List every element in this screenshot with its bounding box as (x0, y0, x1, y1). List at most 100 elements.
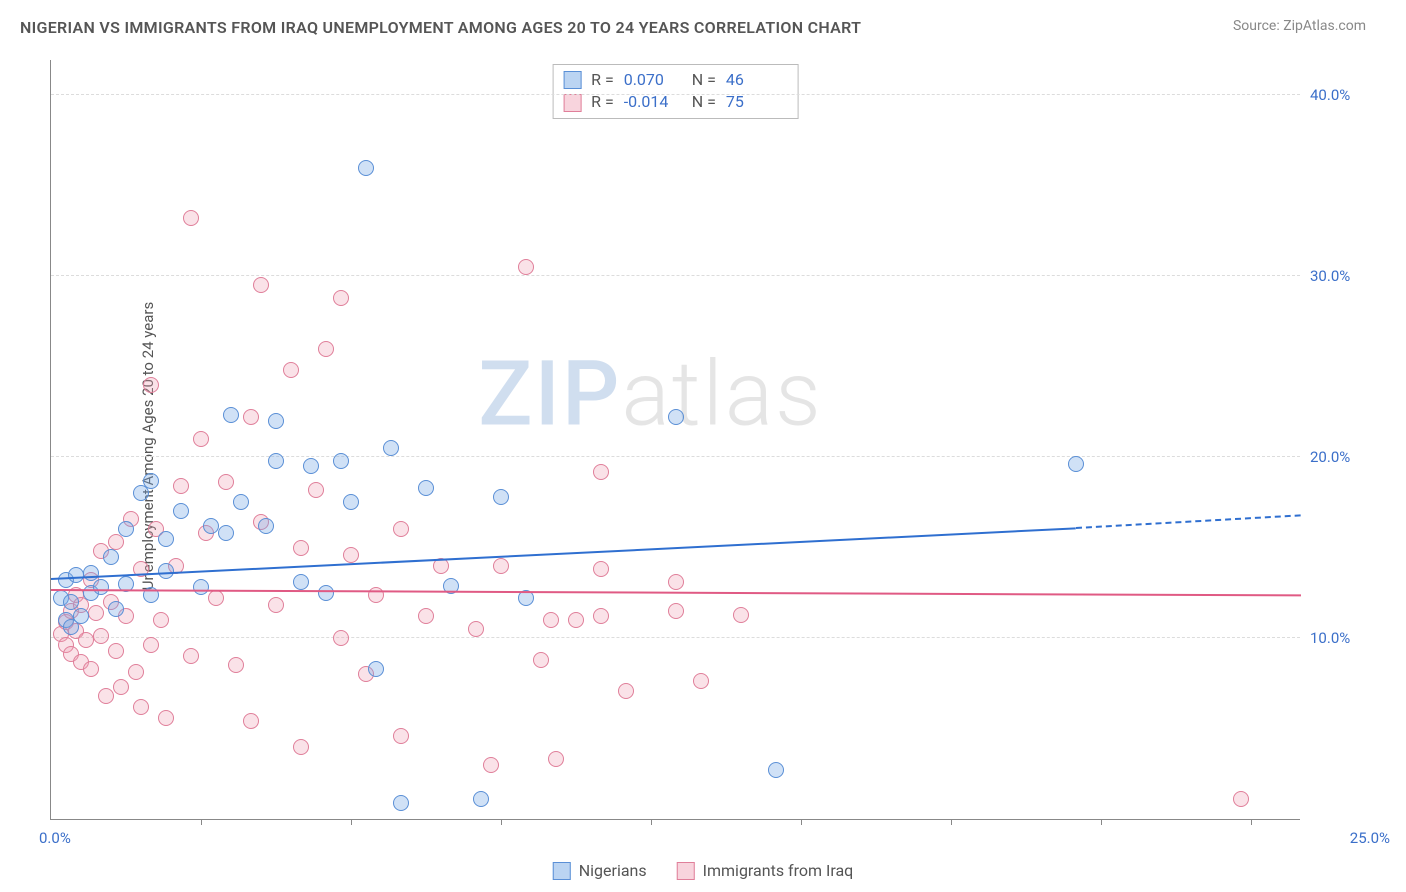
legend-item-series-b: Immigrants from Iraq (677, 861, 854, 880)
x-tick (651, 819, 652, 825)
data-point (223, 407, 239, 423)
data-point (83, 661, 99, 677)
data-point (183, 210, 199, 226)
data-point (493, 489, 509, 505)
data-point (418, 480, 434, 496)
correlation-stats-box: R = 0.070 N = 46 R = -0.014 N = 75 (552, 64, 799, 119)
y-tick-label: 10.0% (1310, 629, 1380, 647)
data-point (293, 574, 309, 590)
data-point (203, 518, 219, 534)
data-point (253, 277, 269, 293)
data-point (143, 473, 159, 489)
data-point (393, 728, 409, 744)
data-point (108, 643, 124, 659)
data-point (98, 688, 114, 704)
data-point (768, 762, 784, 778)
data-point (108, 601, 124, 617)
y-tick-label: 30.0% (1310, 267, 1380, 285)
watermark-zip: ZIP (478, 341, 621, 446)
data-point (303, 458, 319, 474)
data-point (568, 612, 584, 628)
legend-swatch-a-icon (553, 862, 571, 880)
data-point (668, 603, 684, 619)
legend-item-series-a: Nigerians (553, 861, 647, 880)
x-tick (501, 819, 502, 825)
data-point (133, 699, 149, 715)
data-point (393, 521, 409, 537)
data-point (73, 608, 89, 624)
x-tick (351, 819, 352, 825)
data-point (668, 574, 684, 590)
data-point (543, 612, 559, 628)
x-axis-origin-label: 0.0% (39, 829, 71, 847)
chart-title: NIGERIAN VS IMMIGRANTS FROM IRAQ UNEMPLO… (20, 18, 861, 37)
r-label-a: R = (591, 69, 614, 91)
swatch-series-a-icon (563, 71, 581, 89)
y-tick-label: 20.0% (1310, 448, 1380, 466)
data-point (78, 632, 94, 648)
data-point (318, 585, 334, 601)
data-point (533, 652, 549, 668)
data-point (618, 683, 634, 699)
data-point (268, 413, 284, 429)
data-point (333, 453, 349, 469)
watermark: ZIPatlas (478, 341, 823, 446)
data-point (593, 608, 609, 624)
data-point (343, 494, 359, 510)
data-point (83, 565, 99, 581)
data-point (333, 630, 349, 646)
legend-label-b: Immigrants from Iraq (703, 861, 854, 880)
trend-line (51, 589, 1301, 596)
data-point (88, 605, 104, 621)
gridline (51, 637, 1300, 638)
data-point (243, 713, 259, 729)
x-tick (951, 819, 952, 825)
data-point (393, 795, 409, 811)
data-point (233, 494, 249, 510)
data-point (293, 540, 309, 556)
data-point (318, 341, 334, 357)
data-point (668, 409, 684, 425)
data-point (418, 608, 434, 624)
data-point (173, 503, 189, 519)
y-tick-label: 40.0% (1310, 86, 1380, 104)
series-legend: Nigerians Immigrants from Iraq (553, 861, 854, 880)
x-tick (1251, 819, 1252, 825)
legend-swatch-b-icon (677, 862, 695, 880)
data-point (333, 290, 349, 306)
data-point (183, 648, 199, 664)
data-point (733, 607, 749, 623)
data-point (143, 377, 159, 393)
data-point (113, 679, 129, 695)
data-point (153, 612, 169, 628)
data-point (218, 474, 234, 490)
data-point (68, 567, 84, 583)
data-point (118, 521, 134, 537)
data-point (173, 478, 189, 494)
data-point (228, 657, 244, 673)
data-point (383, 440, 399, 456)
data-point (548, 751, 564, 767)
data-point (283, 362, 299, 378)
data-point (268, 597, 284, 613)
data-point (483, 757, 499, 773)
data-point (368, 587, 384, 603)
data-point (358, 160, 374, 176)
swatch-series-b-icon (563, 94, 581, 112)
data-point (158, 710, 174, 726)
data-point (63, 594, 79, 610)
data-point (158, 531, 174, 547)
gridline (51, 275, 1300, 276)
data-point (693, 673, 709, 689)
x-tick (801, 819, 802, 825)
x-axis-end-label: 25.0% (1350, 829, 1390, 847)
data-point (93, 628, 109, 644)
data-point (258, 518, 274, 534)
data-point (193, 579, 209, 595)
data-point (343, 547, 359, 563)
data-point (268, 453, 284, 469)
x-tick (1101, 819, 1102, 825)
data-point (218, 525, 234, 541)
x-tick (201, 819, 202, 825)
data-point (208, 590, 224, 606)
